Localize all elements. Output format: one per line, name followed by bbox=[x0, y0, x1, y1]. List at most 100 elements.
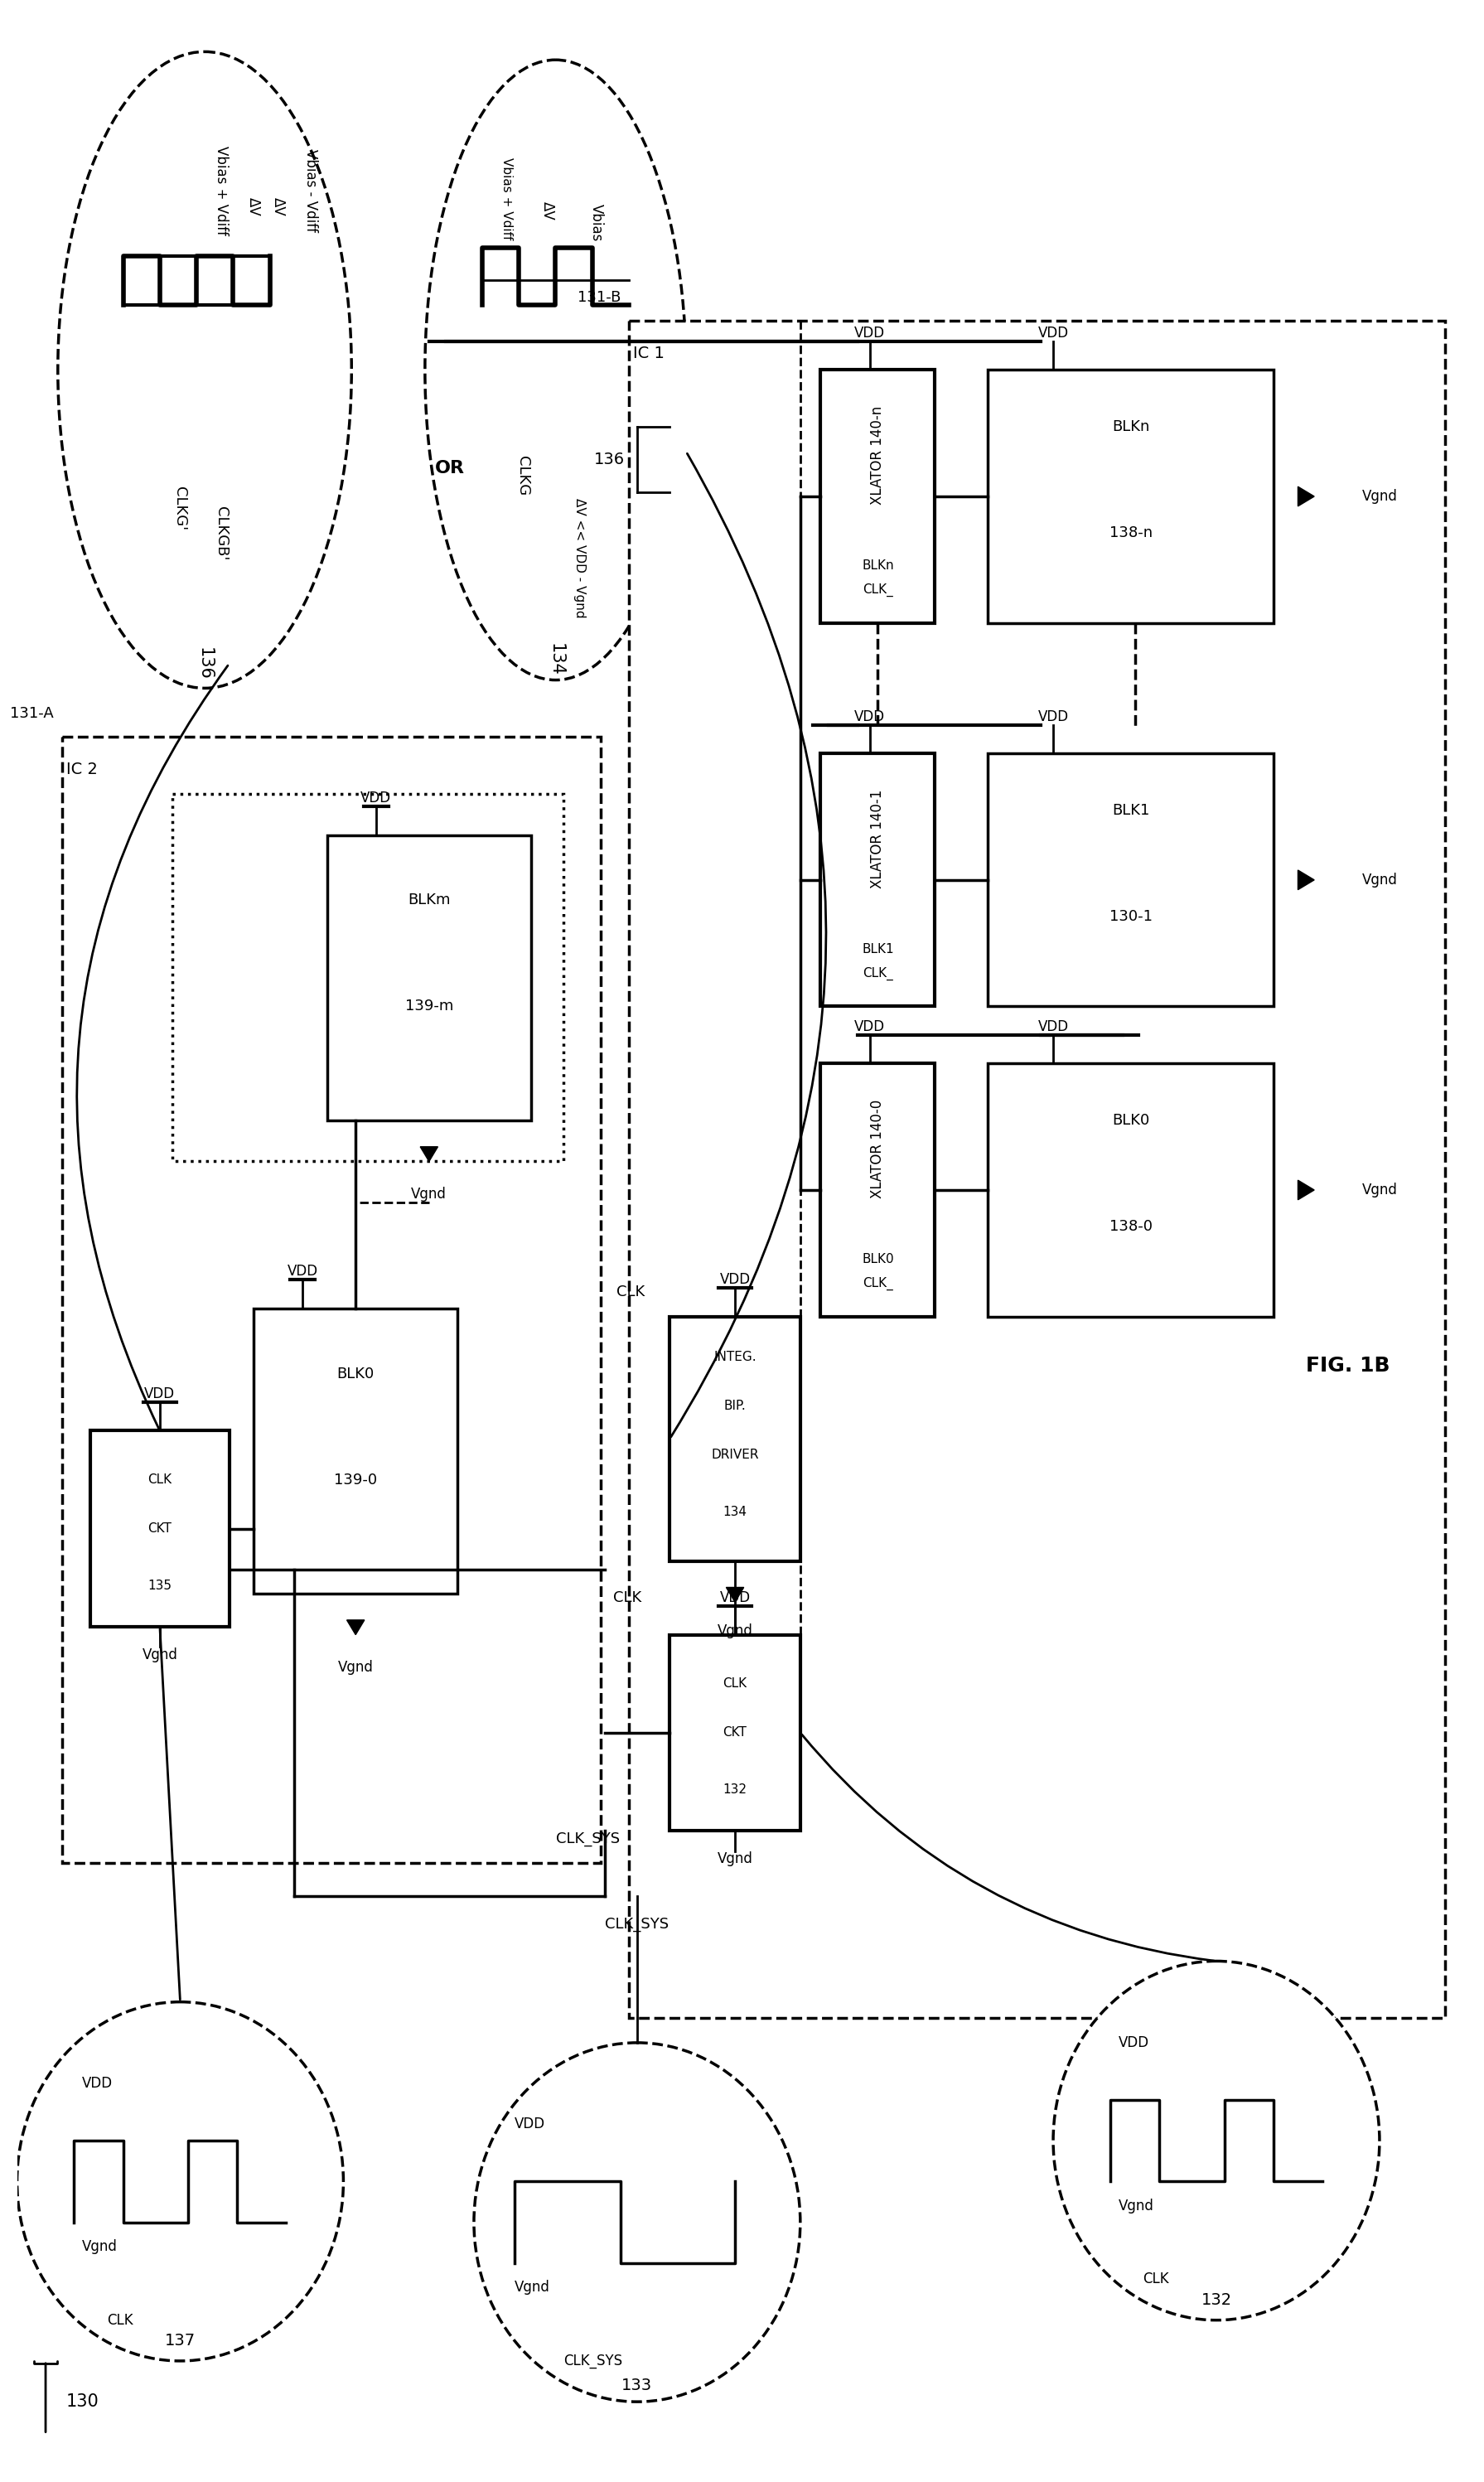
Text: CLK: CLK bbox=[107, 2313, 134, 2328]
Text: ΔV: ΔV bbox=[270, 196, 285, 216]
Text: BLK0: BLK0 bbox=[862, 1253, 893, 1266]
Bar bbox=[91, 1430, 229, 1626]
Ellipse shape bbox=[473, 2043, 800, 2403]
Bar bbox=[62, 737, 601, 1864]
Text: Vgnd: Vgnd bbox=[1362, 489, 1398, 504]
Text: CLK_: CLK_ bbox=[862, 968, 893, 980]
Text: VDD: VDD bbox=[144, 1387, 175, 1402]
Text: Vgnd: Vgnd bbox=[82, 2239, 117, 2254]
Text: CLK_SYS: CLK_SYS bbox=[564, 2353, 623, 2368]
Text: CLK_SYS: CLK_SYS bbox=[556, 1832, 620, 1847]
Text: 131-B: 131-B bbox=[577, 290, 620, 305]
Text: CLK_SYS: CLK_SYS bbox=[605, 1916, 669, 1931]
Bar bbox=[988, 370, 1273, 623]
Text: CLK: CLK bbox=[617, 1286, 646, 1301]
Polygon shape bbox=[420, 1147, 438, 1162]
Bar bbox=[629, 320, 1445, 2018]
Text: Vgnd: Vgnd bbox=[411, 1186, 447, 1201]
Text: XLATOR 140-n: XLATOR 140-n bbox=[870, 407, 886, 504]
Text: Vbias + Vdiff: Vbias + Vdiff bbox=[214, 146, 229, 236]
Text: Vgnd: Vgnd bbox=[515, 2281, 551, 2296]
Text: BLK0: BLK0 bbox=[1112, 1114, 1150, 1129]
Text: 131-A: 131-A bbox=[10, 705, 53, 720]
Text: 132: 132 bbox=[1201, 2291, 1232, 2308]
Polygon shape bbox=[1298, 486, 1315, 506]
Text: Vgnd: Vgnd bbox=[142, 1648, 178, 1663]
Text: VDD: VDD bbox=[515, 2117, 546, 2132]
Text: Vgnd: Vgnd bbox=[717, 1623, 752, 1638]
Text: IC 2: IC 2 bbox=[65, 762, 98, 777]
Text: 134: 134 bbox=[548, 643, 564, 675]
Text: CLK_: CLK_ bbox=[862, 583, 893, 598]
Text: CLKG: CLKG bbox=[515, 457, 530, 496]
Text: 138-0: 138-0 bbox=[1109, 1219, 1152, 1234]
Text: VDD: VDD bbox=[720, 1273, 751, 1288]
Text: ΔV << VDD - Vgnd: ΔV << VDD - Vgnd bbox=[574, 499, 586, 618]
Text: ΔV: ΔV bbox=[540, 201, 555, 221]
Text: VDD: VDD bbox=[855, 1020, 884, 1035]
Text: CLKG': CLKG' bbox=[172, 486, 187, 531]
Text: INTEG.: INTEG. bbox=[714, 1350, 757, 1363]
Text: VDD: VDD bbox=[855, 710, 884, 725]
Text: VDD: VDD bbox=[1119, 2035, 1149, 2050]
Text: DRIVER: DRIVER bbox=[711, 1449, 758, 1462]
Text: VDD: VDD bbox=[855, 325, 884, 340]
Ellipse shape bbox=[16, 2003, 343, 2360]
Polygon shape bbox=[1298, 871, 1315, 889]
Text: BLK1: BLK1 bbox=[1112, 804, 1150, 819]
Bar bbox=[988, 1062, 1273, 1315]
Text: VDD: VDD bbox=[82, 2075, 113, 2090]
Text: 132: 132 bbox=[723, 1785, 746, 1797]
Text: IC 1: IC 1 bbox=[634, 345, 665, 362]
Bar bbox=[254, 1308, 457, 1593]
Text: Vgnd: Vgnd bbox=[338, 1660, 374, 1675]
Text: 136: 136 bbox=[196, 648, 214, 680]
Text: BLK0: BLK0 bbox=[337, 1365, 374, 1380]
Text: 139-0: 139-0 bbox=[334, 1472, 377, 1487]
Polygon shape bbox=[347, 1621, 365, 1636]
Text: CLK_: CLK_ bbox=[862, 1278, 893, 1291]
Text: VDD: VDD bbox=[361, 792, 392, 807]
Text: Vgnd: Vgnd bbox=[717, 1852, 752, 1866]
Ellipse shape bbox=[58, 52, 352, 688]
Text: Vgnd: Vgnd bbox=[1362, 1181, 1398, 1196]
Text: 136: 136 bbox=[594, 452, 625, 467]
Text: CLK: CLK bbox=[613, 1591, 641, 1606]
Ellipse shape bbox=[1054, 1961, 1380, 2321]
Text: 133: 133 bbox=[622, 2378, 653, 2393]
Text: FIG. 1B: FIG. 1B bbox=[1306, 1355, 1391, 1375]
Text: VDD: VDD bbox=[720, 1591, 751, 1606]
Text: XLATOR 140-1: XLATOR 140-1 bbox=[870, 789, 886, 889]
Text: CLK: CLK bbox=[723, 1678, 746, 1690]
Bar bbox=[669, 1315, 800, 1561]
Text: 138-n: 138-n bbox=[1109, 526, 1152, 541]
Bar bbox=[821, 755, 935, 1005]
Text: Vbias + Vdiff: Vbias + Vdiff bbox=[500, 156, 513, 241]
Text: 137: 137 bbox=[165, 2333, 196, 2348]
Text: VDD: VDD bbox=[288, 1263, 318, 1278]
Bar bbox=[669, 1636, 800, 1832]
Text: OR: OR bbox=[435, 459, 464, 477]
Polygon shape bbox=[1298, 1181, 1315, 1199]
Text: CKT: CKT bbox=[723, 1727, 746, 1740]
Text: BLK1: BLK1 bbox=[862, 943, 893, 956]
Bar bbox=[821, 1062, 935, 1315]
Text: CLK: CLK bbox=[148, 1474, 172, 1487]
Bar bbox=[172, 794, 564, 1162]
Text: BLKn: BLKn bbox=[862, 558, 893, 571]
Text: 130: 130 bbox=[65, 2393, 99, 2410]
Text: VDD: VDD bbox=[1037, 710, 1068, 725]
Text: BIP.: BIP. bbox=[724, 1400, 746, 1412]
Bar bbox=[326, 834, 531, 1122]
Text: 139-m: 139-m bbox=[405, 998, 453, 1013]
Text: BLKn: BLKn bbox=[1112, 419, 1150, 434]
Text: Vgnd: Vgnd bbox=[1119, 2199, 1155, 2214]
Text: Vbias: Vbias bbox=[589, 204, 604, 241]
Text: XLATOR 140-0: XLATOR 140-0 bbox=[870, 1100, 886, 1199]
Text: ΔV: ΔV bbox=[246, 196, 261, 216]
Bar bbox=[988, 755, 1273, 1005]
Text: VDD: VDD bbox=[1037, 1020, 1068, 1035]
Text: Vbias - Vdiff: Vbias - Vdiff bbox=[303, 149, 318, 231]
Text: Vgnd: Vgnd bbox=[1362, 874, 1398, 889]
Ellipse shape bbox=[424, 60, 686, 680]
